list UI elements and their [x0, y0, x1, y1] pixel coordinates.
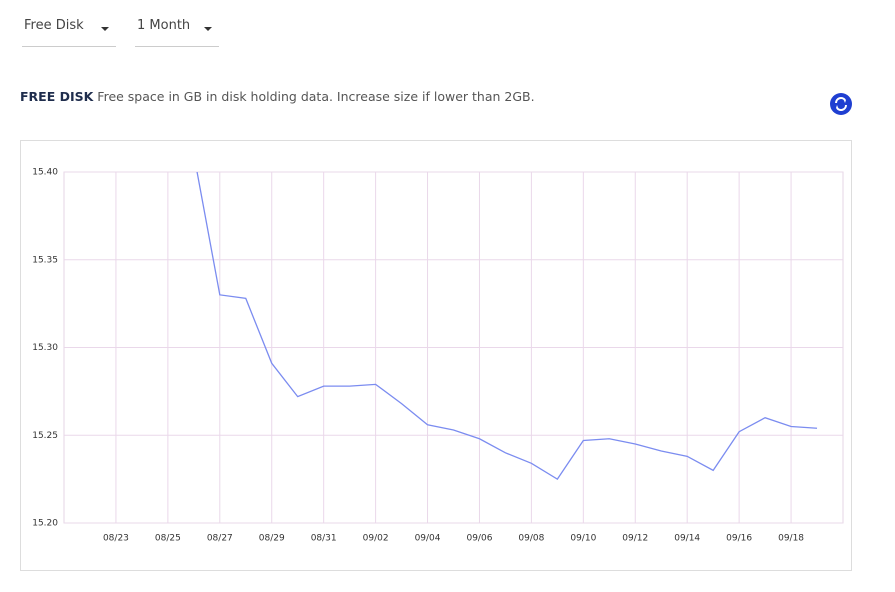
- y-tick-label: 15.40: [32, 168, 58, 178]
- dropdown-value: 1 Month: [137, 18, 191, 33]
- x-tick-label: 09/18: [778, 534, 804, 544]
- panel-description: FREE DISK Free space in GB in disk holdi…: [20, 89, 535, 104]
- x-tick-label: 09/16: [726, 534, 752, 544]
- y-tick-label: 15.20: [32, 519, 58, 529]
- x-tick-label: 09/14: [674, 534, 700, 544]
- x-tick-label: 08/25: [155, 534, 181, 544]
- x-tick-label: 09/12: [622, 534, 648, 544]
- x-tick-label: 09/08: [518, 534, 544, 544]
- caret: [204, 27, 212, 31]
- x-tick-label: 08/27: [207, 534, 233, 544]
- data-line: [196, 172, 818, 481]
- y-tick-label: 15.35: [32, 255, 58, 265]
- y-tick-label: 15.30: [32, 343, 58, 353]
- chart: 15.20 15.25 15.30 15.35 15.40 08/23 08/25 08/27…: [32, 168, 844, 544]
- x-tick-label: 08/31: [311, 534, 337, 544]
- x-tick-label: 09/10: [570, 534, 596, 544]
- x-tick-label: 09/02: [363, 534, 389, 544]
- period-dropdown[interactable]: 1 Month: [135, 16, 219, 47]
- y-tick-label: 15.25: [32, 431, 58, 441]
- panel-heading: FREE DISK: [20, 89, 94, 104]
- x-tick-label: 08/29: [259, 534, 285, 544]
- panel-text: Free space in GB in disk holding data. I…: [97, 89, 535, 104]
- x-tick-label: 09/04: [415, 534, 441, 544]
- caret: [101, 27, 109, 31]
- metric-dropdown[interactable]: Free Disk: [22, 16, 116, 47]
- chart-panel: 15.20 15.25 15.30 15.35 15.40 08/23 08/25 08/27…: [20, 140, 852, 571]
- refresh-button[interactable]: [829, 92, 853, 116]
- x-tick-label: 08/23: [103, 534, 129, 544]
- x-tick-label: 09/06: [466, 534, 492, 544]
- dropdown-value: Free Disk: [24, 18, 84, 33]
